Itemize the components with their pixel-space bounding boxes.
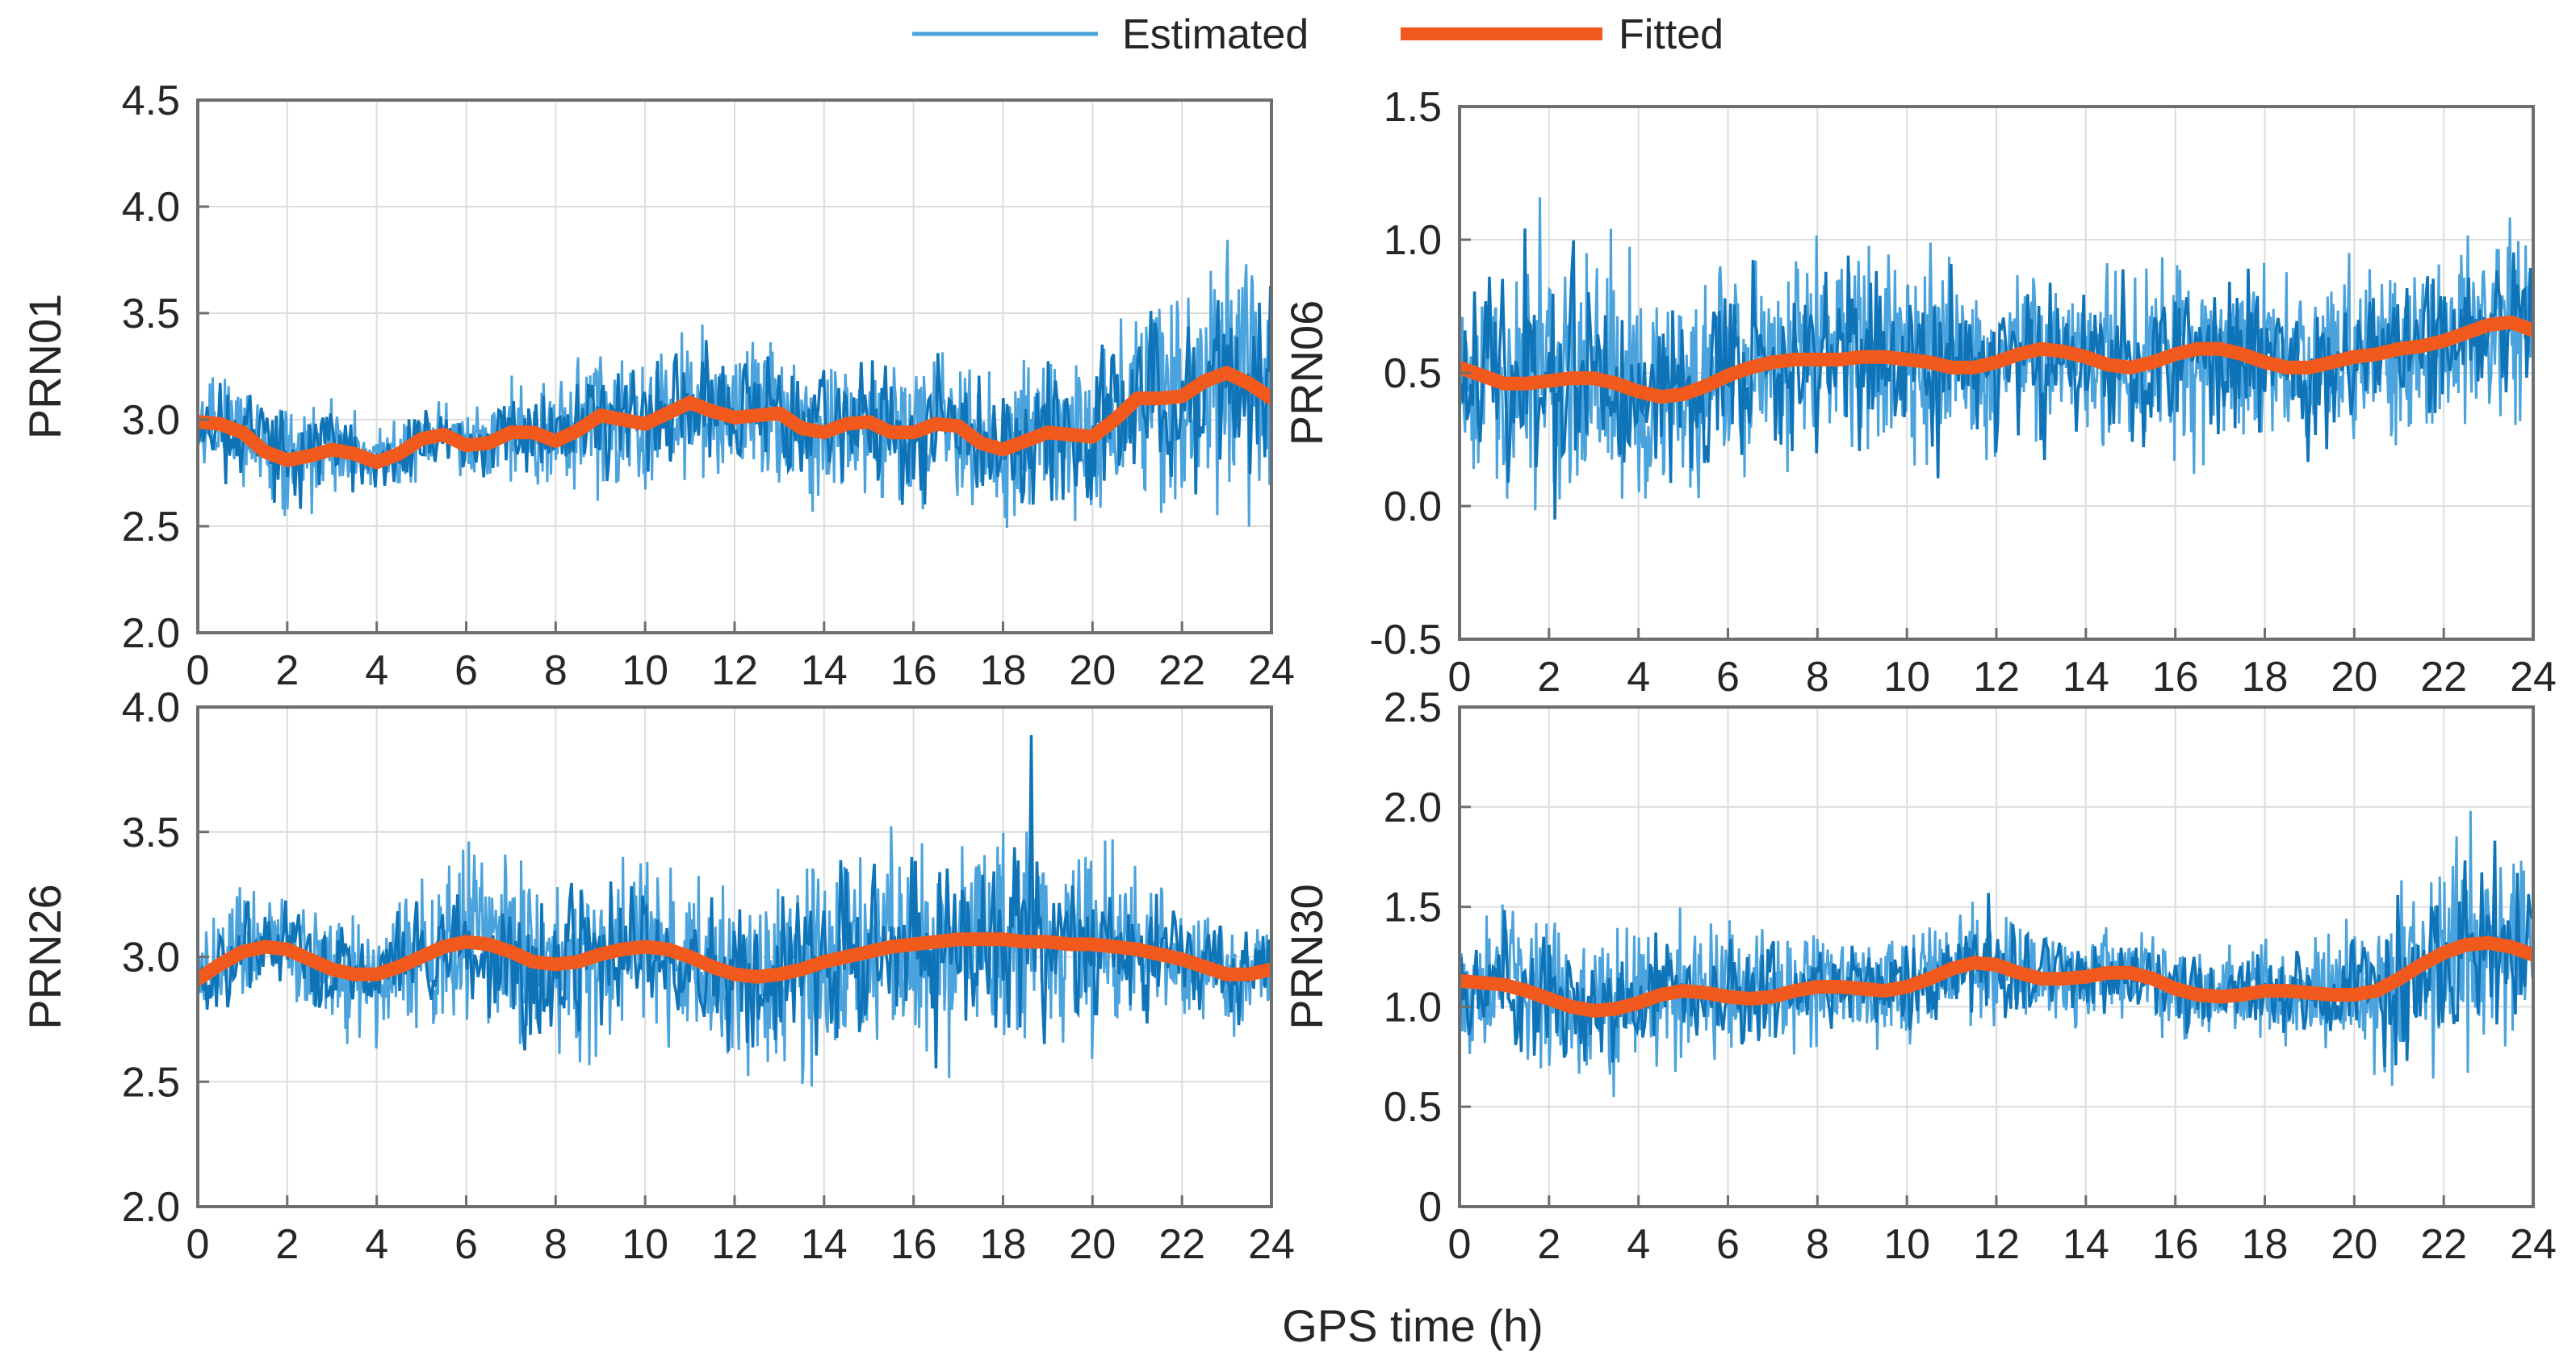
panel-prn06: 0 2 4 6 8 10 12 14 16 18 20 22 24-0.50.00.51.01.5PRN…: [1281, 84, 2557, 701]
x-tick-label: 24: [1248, 1221, 1295, 1268]
fitted-series: [1460, 315, 2533, 404]
y-tick-label: 3.0: [122, 397, 180, 444]
y-axis-label: PRN30: [1281, 884, 1332, 1030]
x-tick-label: 10: [1883, 1221, 1930, 1268]
y-tick-label: -0.5: [1369, 617, 1442, 663]
y-tick-label: 3.5: [122, 291, 180, 337]
x-tick-label: 0: [186, 647, 210, 694]
x-tick-label: 6: [1716, 1221, 1740, 1268]
x-tick-label: 8: [544, 1221, 568, 1268]
x-tick-label: 4: [365, 1221, 388, 1268]
x-tick-label: 0: [1448, 654, 1472, 701]
x-tick-label: 16: [2152, 1221, 2199, 1268]
x-tick-label: 20: [2331, 1221, 2377, 1268]
x-tick-label: 20: [1069, 1221, 1116, 1268]
x-tick-label: 6: [454, 1221, 478, 1268]
y-tick-label: 2.5: [122, 1059, 180, 1106]
x-tick-label: 18: [2242, 654, 2289, 701]
x-tick-label: 18: [980, 647, 1027, 694]
fitted-series: [198, 366, 1271, 470]
legend: Estimated Fitted: [912, 11, 1724, 58]
x-tick-label: 14: [2063, 654, 2109, 701]
x-tick-label: 8: [544, 647, 568, 694]
y-tick-label: 3.5: [122, 810, 180, 856]
x-tick-label: 12: [711, 647, 758, 694]
x-tick-label: 16: [2152, 654, 2199, 701]
y-tick-label: 0.5: [1384, 1084, 1442, 1131]
x-tick-label: 8: [1806, 1221, 1829, 1268]
x-tick-label: 14: [801, 647, 848, 694]
y-tick-label: 1.5: [1384, 885, 1442, 931]
y-tick-label: 2.0: [122, 610, 180, 657]
x-tick-label: 20: [2331, 654, 2377, 701]
y-tick-label: 4.0: [122, 684, 180, 731]
x-tick-label: 6: [454, 647, 478, 694]
y-tick-label: 1.0: [1384, 984, 1442, 1031]
x-tick-label: 10: [1883, 654, 1930, 701]
y-tick-label: 1.5: [1384, 84, 1442, 131]
y-tick-label: 2.0: [122, 1184, 180, 1231]
x-tick-label: 16: [890, 647, 937, 694]
fitted-series: [1460, 935, 2533, 1018]
x-tick-label: 12: [1973, 1221, 2020, 1268]
x-tick-label: 2: [1537, 1221, 1560, 1268]
x-tick-label: 24: [1248, 647, 1295, 694]
x-tick-label: 22: [2420, 654, 2467, 701]
x-tick-label: 22: [1158, 647, 1205, 694]
y-tick-label: 2.5: [1384, 684, 1442, 731]
x-tick-label: 12: [1973, 654, 2020, 701]
x-tick-label: 24: [2510, 654, 2557, 701]
y-axis-label: PRN26: [19, 884, 70, 1030]
x-tick-label: 4: [365, 647, 388, 694]
panel-prn26: 0 2 4 6 8 10 12 14 16 18 20 22 242.02.53.03.54.0PRN2…: [19, 684, 1295, 1268]
x-tick-label: 14: [801, 1221, 848, 1268]
y-axis-label: PRN06: [1281, 300, 1332, 446]
panel-prn01: 0 2 4 6 8 10 12 14 16 18 20 22 242.02.53.03.54.04.5P…: [19, 77, 1295, 694]
x-tick-label: 2: [1537, 654, 1560, 701]
y-tick-label: 0.0: [1384, 483, 1442, 530]
fitted-series: [198, 932, 1271, 986]
x-tick-label: 6: [1716, 654, 1740, 701]
y-tick-label: 0: [1418, 1184, 1442, 1231]
x-tick-label: 4: [1627, 654, 1650, 701]
y-tick-label: 4.5: [122, 77, 180, 124]
x-tick-label: 10: [622, 1221, 668, 1268]
y-tick-label: 4.0: [122, 184, 180, 231]
x-tick-label: 22: [2420, 1221, 2467, 1268]
x-tick-label: 18: [2242, 1221, 2289, 1268]
y-tick-label: 1.0: [1384, 217, 1442, 264]
y-tick-label: 0.5: [1384, 350, 1442, 397]
x-tick-label: 8: [1806, 654, 1829, 701]
panel-prn30: 0 2 4 6 8 10 12 14 16 18 20 22 2400.51.01.52.02.5PRN…: [1281, 684, 2557, 1268]
x-axis-label: GPS time (h): [1282, 1300, 1544, 1351]
x-tick-label: 18: [980, 1221, 1027, 1268]
x-tick-label: 16: [890, 1221, 937, 1268]
x-tick-label: 10: [622, 647, 668, 694]
x-tick-label: 22: [1158, 1221, 1205, 1268]
x-tick-label: 0: [1448, 1221, 1472, 1268]
x-tick-label: 0: [186, 1221, 210, 1268]
estimated-series: [1460, 228, 2533, 520]
y-tick-label: 2.5: [122, 504, 180, 550]
y-axis-label: PRN01: [19, 294, 70, 440]
legend-fitted-label: Fitted: [1619, 11, 1724, 58]
x-tick-label: 20: [1069, 647, 1116, 694]
x-tick-label: 2: [275, 1221, 299, 1268]
y-tick-label: 2.0: [1384, 785, 1442, 831]
y-tick-label: 3.0: [122, 935, 180, 981]
x-tick-label: 14: [2063, 1221, 2109, 1268]
x-tick-label: 12: [711, 1221, 758, 1268]
x-tick-label: 2: [275, 647, 299, 694]
x-tick-label: 24: [2510, 1221, 2557, 1268]
legend-estimated-label: Estimated: [1122, 11, 1309, 58]
x-tick-label: 4: [1627, 1221, 1650, 1268]
